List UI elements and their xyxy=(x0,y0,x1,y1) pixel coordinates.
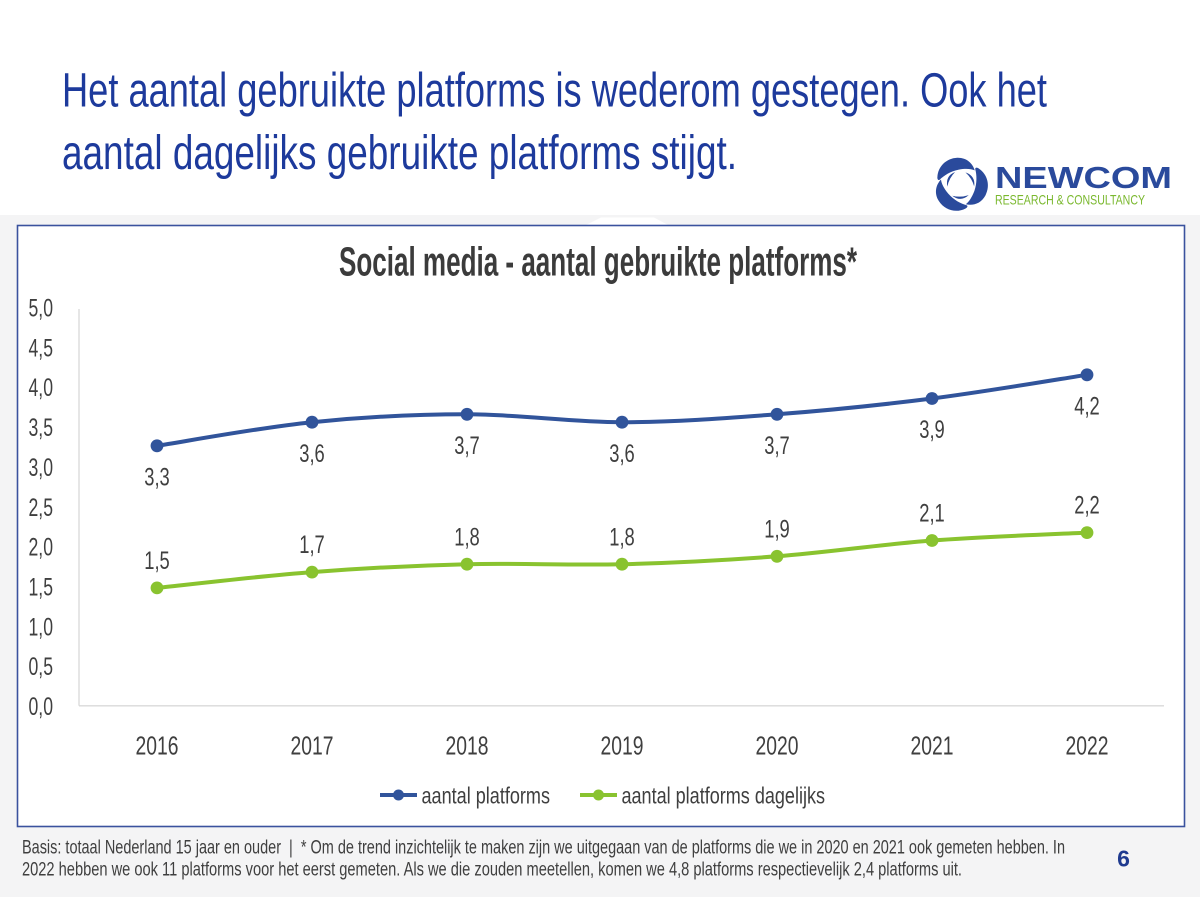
svg-text:4,0: 4,0 xyxy=(29,374,54,402)
svg-text:3,7: 3,7 xyxy=(454,432,480,460)
svg-text:1,8: 1,8 xyxy=(609,523,635,551)
svg-text:2,2: 2,2 xyxy=(1074,492,1100,520)
svg-text:4,5: 4,5 xyxy=(29,334,54,362)
svg-text:3,0: 3,0 xyxy=(29,454,54,482)
svg-text:RESEARCH & CONSULTANCY: RESEARCH & CONSULTANCY xyxy=(995,191,1146,207)
svg-text:2022 hebben we ook 11 platform: 2022 hebben we ook 11 platforms voor het… xyxy=(22,860,962,881)
svg-text:3,9: 3,9 xyxy=(919,416,945,444)
svg-text:2018: 2018 xyxy=(446,731,489,761)
svg-text:4,2: 4,2 xyxy=(1074,392,1100,420)
svg-text:3,5: 3,5 xyxy=(29,414,54,442)
svg-text:Social media - aantal gebruikt: Social media - aantal gebruikte platform… xyxy=(339,238,857,284)
svg-text:aantal platforms dagelijks: aantal platforms dagelijks xyxy=(622,782,826,808)
svg-text:2021: 2021 xyxy=(911,731,954,761)
svg-text:1,9: 1,9 xyxy=(764,515,790,543)
svg-text:2022: 2022 xyxy=(1066,731,1109,761)
svg-text:2,0: 2,0 xyxy=(29,534,54,562)
svg-text:5,0: 5,0 xyxy=(29,295,54,323)
svg-text:1,5: 1,5 xyxy=(29,574,54,602)
svg-text:Het aantal gebruikte platforms: Het aantal gebruikte platforms is wedero… xyxy=(62,64,1047,117)
svg-text:3,6: 3,6 xyxy=(299,440,325,468)
svg-text:1,5: 1,5 xyxy=(144,547,170,575)
svg-text:6: 6 xyxy=(1117,846,1130,872)
svg-text:2017: 2017 xyxy=(291,731,334,761)
svg-text:0,5: 0,5 xyxy=(29,653,54,681)
svg-text:1,8: 1,8 xyxy=(454,523,480,551)
svg-text:2019: 2019 xyxy=(601,731,644,761)
svg-text:3,6: 3,6 xyxy=(609,440,635,468)
svg-text:3,3: 3,3 xyxy=(144,463,170,491)
svg-text:Basis: totaal Nederland 15 jaa: Basis: totaal Nederland 15 jaar en ouder… xyxy=(22,838,1065,859)
svg-text:2,5: 2,5 xyxy=(29,494,54,522)
svg-text:1,0: 1,0 xyxy=(29,613,54,641)
svg-text:2016: 2016 xyxy=(136,731,179,761)
svg-text:2,1: 2,1 xyxy=(919,500,945,528)
svg-text:0,0: 0,0 xyxy=(29,693,54,721)
svg-text:1,7: 1,7 xyxy=(299,531,325,559)
svg-text:aantal platforms: aantal platforms xyxy=(422,782,551,808)
svg-text:aantal dagelijks gebruikte pla: aantal dagelijks gebruikte platforms sti… xyxy=(62,127,737,180)
svg-text:2020: 2020 xyxy=(756,731,799,761)
svg-text:3,7: 3,7 xyxy=(764,432,790,460)
svg-text:NEWCOM: NEWCOM xyxy=(995,160,1172,195)
